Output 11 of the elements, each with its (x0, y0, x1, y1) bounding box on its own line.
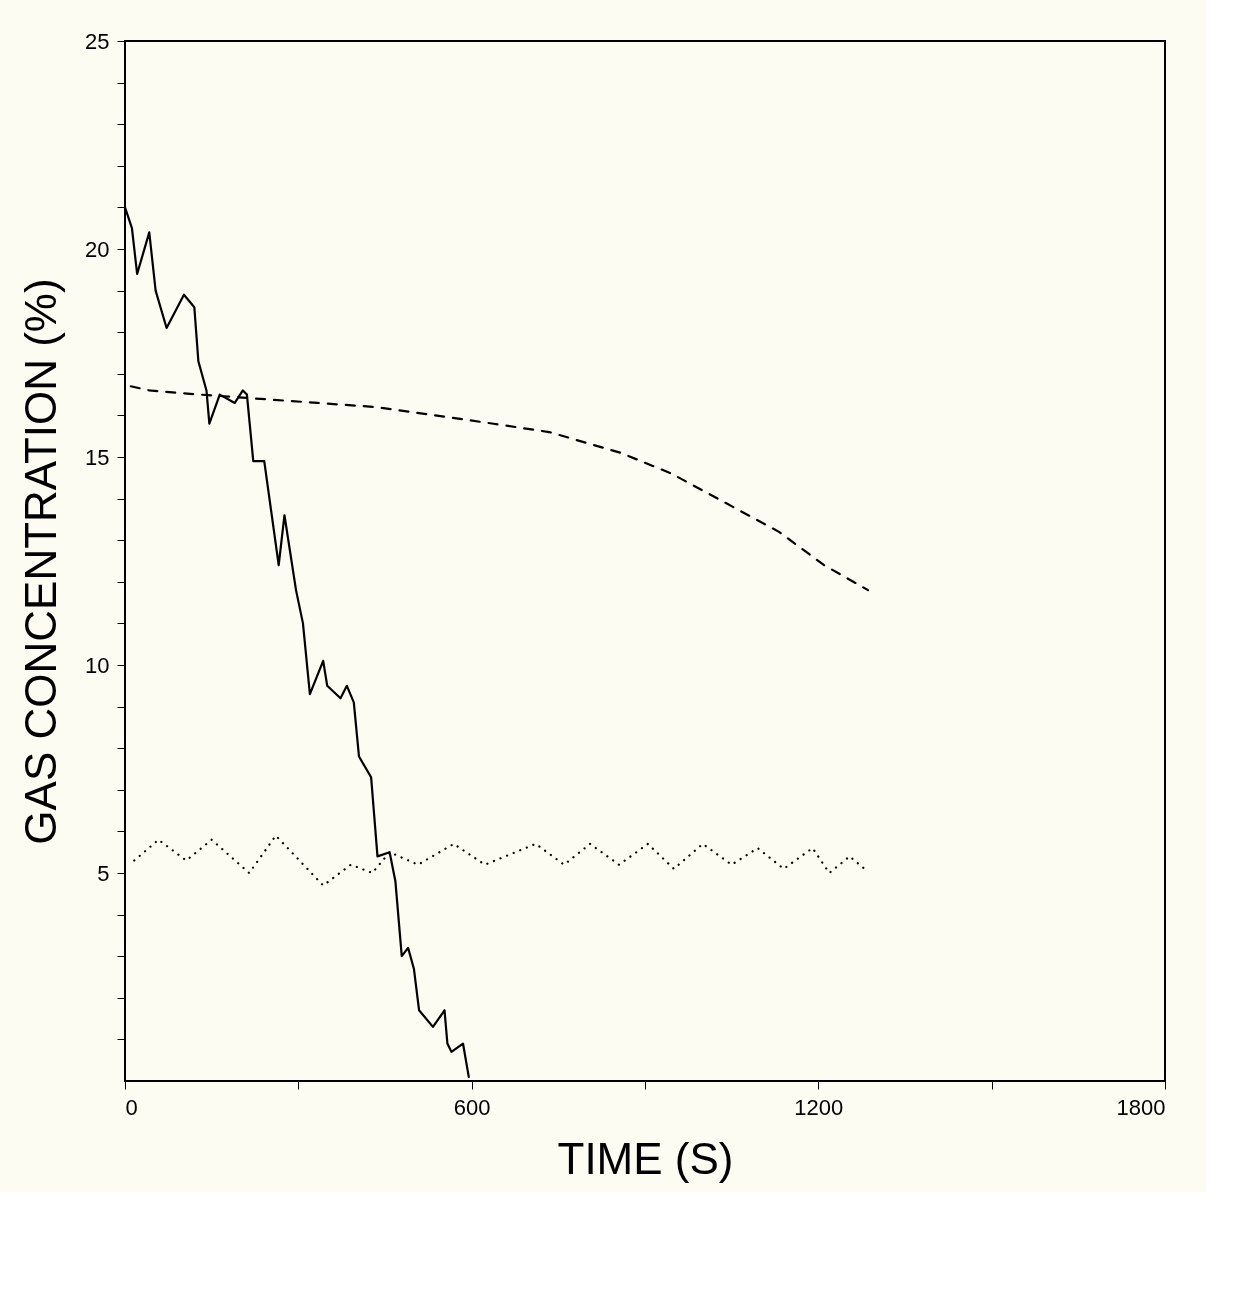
y-tick-label: 10 (85, 652, 110, 678)
y-tick-label: 25 (85, 28, 110, 54)
y-tick-label: 5 (97, 860, 110, 886)
x-tick-label: 0 (125, 1094, 138, 1120)
x-tick-label: 600 (453, 1094, 491, 1120)
y-axis-title: GAS CONCENTRATION (%) (16, 278, 66, 845)
y-tick-label: 20 (85, 236, 110, 262)
x-tick-label: 1200 (794, 1094, 844, 1120)
x-axis-title: TIME (S) (557, 1133, 734, 1183)
x-tick-label: 1800 (1116, 1094, 1166, 1120)
y-tick-label: 15 (85, 444, 110, 470)
